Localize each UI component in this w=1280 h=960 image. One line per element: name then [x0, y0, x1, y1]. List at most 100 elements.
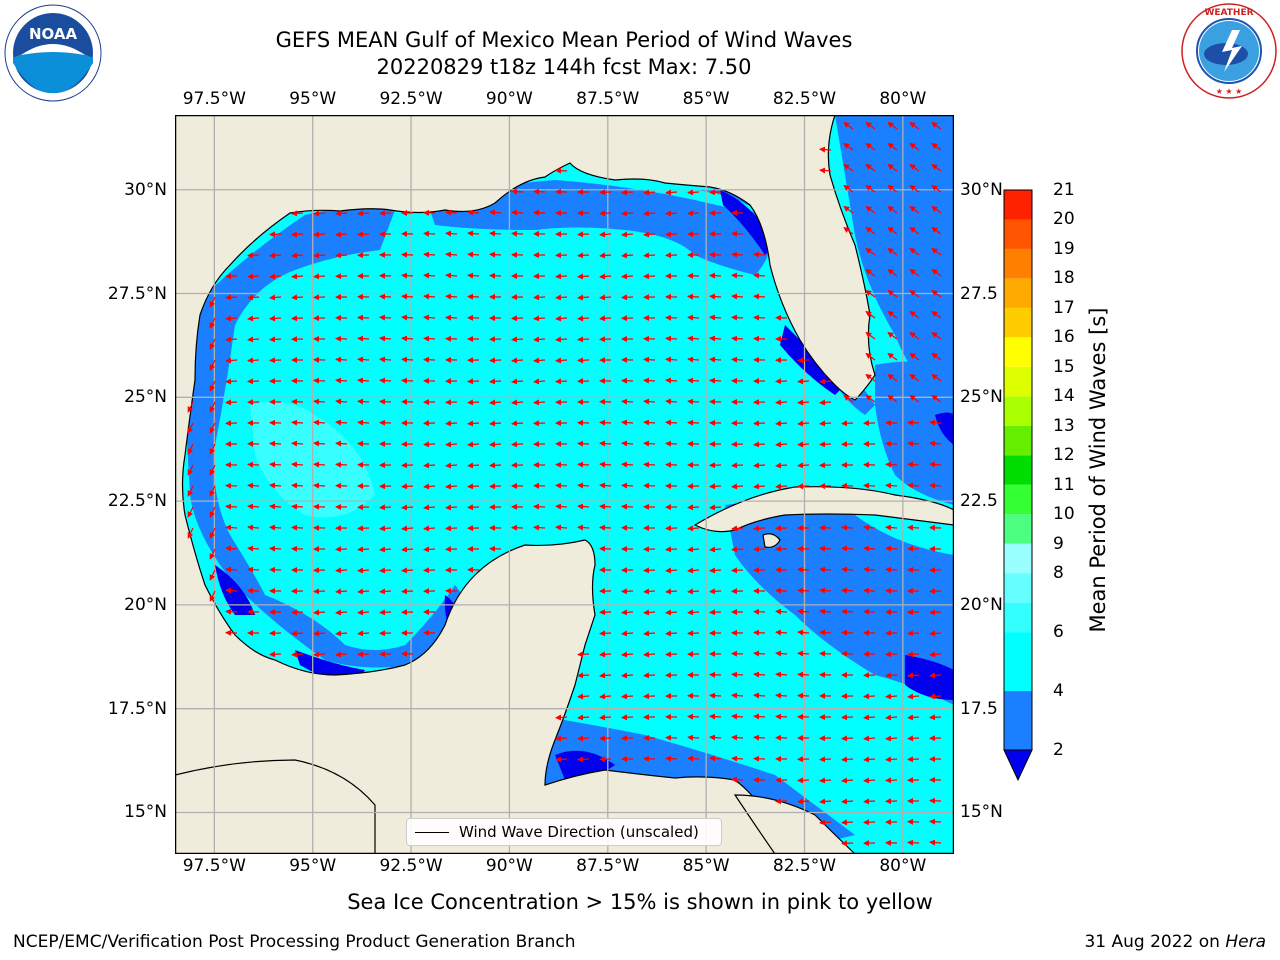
wind-wave-arrow — [909, 184, 920, 193]
wind-wave-arrow — [577, 440, 590, 447]
wind-wave-arrow — [909, 373, 920, 382]
wind-wave-arrow — [445, 420, 458, 427]
wind-wave-arrow — [599, 315, 612, 322]
wind-wave-arrow — [247, 524, 260, 531]
wind-wave-arrow — [753, 272, 766, 279]
wind-wave-arrow — [753, 314, 766, 321]
wind-wave-arrow — [313, 609, 326, 616]
wind-wave-arrow — [731, 713, 744, 720]
svg-text:★ ★ ★: ★ ★ ★ — [1216, 87, 1243, 96]
wind-wave-arrow — [887, 142, 898, 151]
wind-wave-arrow — [291, 210, 304, 217]
wind-wave-arrow — [313, 252, 326, 259]
wind-wave-arrow — [665, 356, 678, 363]
wind-wave-arrow — [909, 226, 920, 235]
colorbar-tick-label: 11 — [1053, 474, 1075, 495]
lon-tick-top: 95°W — [289, 89, 337, 109]
wind-wave-arrow — [929, 630, 942, 637]
wind-wave-arrow — [929, 609, 942, 616]
wind-wave-arrow — [843, 163, 854, 172]
legend-label: Wind Wave Direction (unscaled) — [459, 823, 699, 841]
colorbar-segment — [1004, 455, 1032, 485]
wind-wave-arrow — [887, 394, 898, 403]
wind-wave-arrow — [709, 377, 722, 384]
wind-wave-arrow — [929, 714, 942, 721]
wind-wave-arrow — [269, 482, 282, 489]
wind-wave-arrow — [379, 377, 392, 384]
wind-wave-arrow — [865, 184, 876, 193]
wind-wave-arrow — [511, 209, 524, 216]
wind-wave-arrow — [865, 394, 876, 403]
wind-wave-arrow — [887, 163, 898, 172]
colorbar-segment — [1004, 691, 1032, 750]
wind-wave-arrow — [445, 230, 458, 237]
wind-wave-arrow — [665, 231, 678, 238]
wind-wave-arrow — [753, 483, 766, 490]
wind-wave-arrow — [931, 310, 942, 319]
colorbar-tick-label: 10 — [1053, 504, 1075, 525]
wind-wave-arrows — [187, 121, 942, 847]
wind-wave-arrow — [445, 462, 458, 469]
wind-wave-arrow — [731, 251, 744, 258]
wind-wave-arrow — [643, 252, 656, 259]
wind-wave-arrow — [401, 525, 414, 532]
wind-wave-arrow — [423, 441, 436, 448]
wind-wave-arrow — [401, 272, 414, 279]
wind-wave-arrow — [555, 735, 568, 742]
wind-wave-arrow — [621, 461, 634, 468]
lat-tick-left: 20°N — [124, 594, 167, 615]
wind-wave-arrow — [209, 464, 216, 476]
wind-wave-arrow — [379, 567, 392, 574]
wind-wave-arrow — [467, 230, 480, 237]
wind-wave-arrow — [533, 357, 546, 364]
wind-wave-arrow — [687, 609, 700, 616]
wind-wave-arrow — [907, 630, 920, 637]
svg-text:WEATHER: WEATHER — [1204, 8, 1253, 18]
wind-wave-arrow — [467, 251, 480, 258]
wind-wave-arrow — [909, 394, 920, 403]
lat-tick-right: 30°N — [960, 179, 1003, 200]
legend-line-icon — [415, 831, 449, 833]
wind-wave-arrow — [621, 482, 634, 489]
wind-wave-arrow — [863, 798, 876, 805]
wind-wave-arrow — [445, 272, 458, 279]
wind-wave-arrow — [445, 483, 458, 490]
wind-wave-arrow — [247, 482, 260, 489]
wind-wave-arrow — [753, 734, 766, 741]
wind-wave-arrow — [313, 440, 326, 447]
wind-wave-arrow — [423, 462, 436, 469]
colorbar-segment — [1004, 337, 1032, 367]
wind-wave-arrow — [313, 630, 326, 637]
wind-wave-arrow — [247, 294, 260, 301]
lat-tick-right: 25°N — [960, 387, 1003, 408]
wind-wave-arrow — [247, 378, 260, 385]
colorbar-segment — [1004, 573, 1032, 603]
lon-tick-top: 92.5°W — [379, 89, 443, 109]
wind-wave-arrow — [863, 566, 876, 573]
wind-wave-arrow — [907, 651, 920, 658]
wind-wave-arrow — [819, 146, 832, 153]
wind-wave-arrow — [865, 373, 876, 382]
wind-wave-arrow — [247, 357, 260, 364]
wind-wave-arrow — [335, 461, 348, 468]
wind-wave-arrow — [291, 482, 304, 489]
wind-wave-arrow — [709, 504, 722, 511]
wind-wave-arrow — [313, 588, 326, 595]
wind-wave-arrow — [533, 315, 546, 322]
wind-wave-arrow — [423, 525, 436, 532]
wind-wave-arrow — [335, 252, 348, 259]
wind-wave-arrow — [269, 294, 282, 301]
wind-wave-arrow — [467, 293, 480, 300]
wind-wave-arrow — [209, 527, 216, 539]
wind-wave-arrow — [225, 545, 238, 552]
wind-wave-arrow — [555, 482, 568, 489]
wind-wave-arrow — [209, 485, 216, 497]
wind-wave-arrow — [819, 819, 832, 826]
wind-wave-arrow — [907, 714, 920, 721]
wind-wave-arrow — [187, 401, 194, 413]
wind-wave-arrow — [665, 588, 678, 595]
colorbar-segment — [1004, 425, 1032, 456]
wind-wave-arrow — [687, 734, 700, 741]
wind-wave-arrow — [643, 672, 656, 679]
colorbar-segment — [1004, 484, 1032, 515]
